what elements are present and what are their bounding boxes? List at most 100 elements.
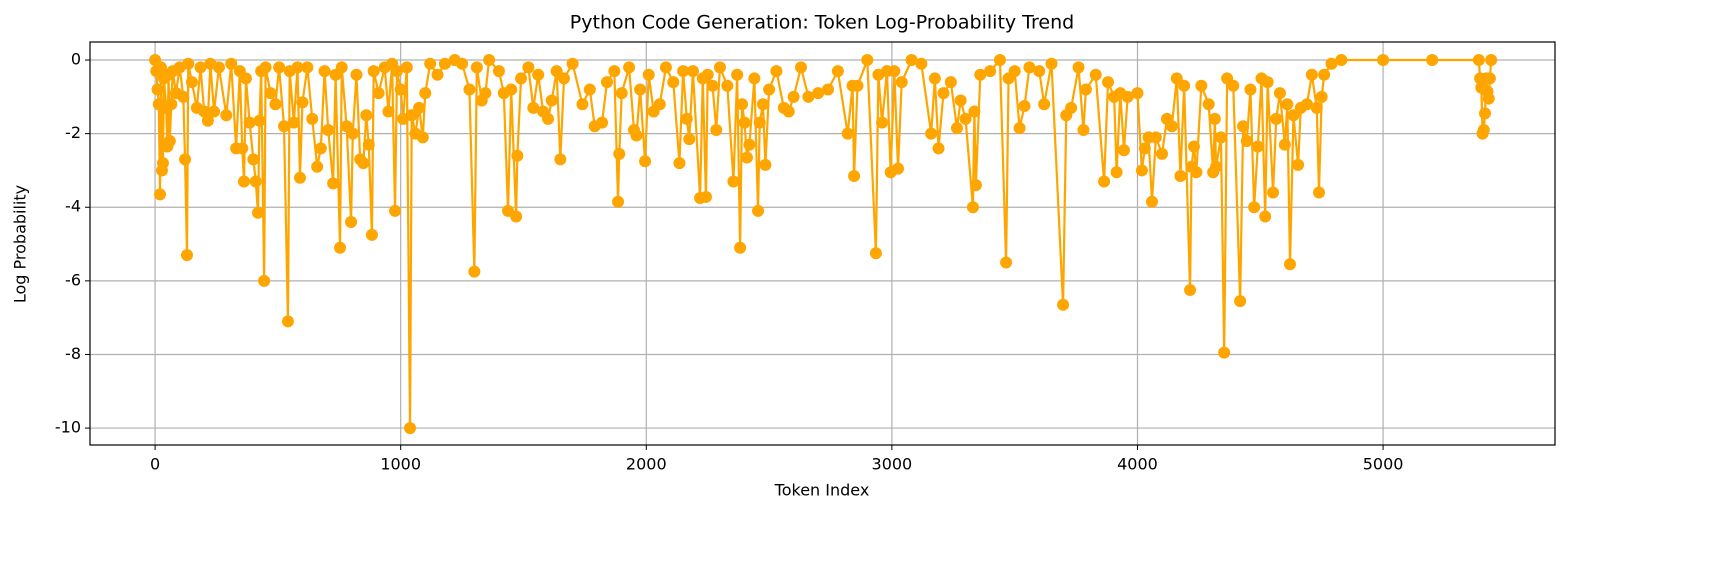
- point: [492, 65, 505, 78]
- point: [699, 190, 712, 203]
- point: [318, 65, 331, 78]
- point: [1190, 166, 1203, 179]
- point: [1305, 68, 1318, 81]
- point: [1145, 195, 1158, 208]
- point: [1098, 175, 1111, 188]
- point: [848, 169, 861, 182]
- point: [659, 61, 672, 74]
- point: [151, 83, 164, 96]
- x-tick-label: 5000: [1363, 455, 1404, 474]
- point: [1065, 101, 1078, 114]
- point: [1310, 101, 1323, 114]
- point: [390, 65, 403, 78]
- point: [1483, 72, 1496, 85]
- point: [237, 175, 250, 188]
- plot-frame: [89, 41, 1556, 446]
- point: [405, 109, 418, 122]
- point: [1278, 138, 1291, 151]
- point: [1214, 131, 1227, 144]
- x-tick-label: 0: [150, 455, 160, 474]
- point: [959, 112, 972, 125]
- point: [185, 76, 198, 89]
- point: [1210, 160, 1223, 173]
- point: [1325, 57, 1338, 70]
- point: [1312, 186, 1325, 199]
- point: [311, 160, 324, 173]
- point: [505, 83, 518, 96]
- point: [239, 72, 252, 85]
- point: [710, 123, 723, 136]
- point: [438, 57, 451, 70]
- point: [1131, 87, 1144, 100]
- point: [372, 87, 385, 100]
- point: [701, 68, 714, 81]
- point: [1018, 100, 1031, 113]
- point: [727, 175, 740, 188]
- point: [1300, 98, 1313, 111]
- point: [542, 112, 555, 125]
- point: [287, 116, 300, 129]
- point: [419, 87, 432, 100]
- point: [892, 162, 905, 175]
- point: [360, 109, 373, 122]
- point: [1273, 87, 1286, 100]
- point: [1248, 201, 1261, 214]
- point: [812, 87, 825, 100]
- point: [968, 105, 981, 118]
- point: [734, 241, 747, 254]
- point: [937, 87, 950, 100]
- point: [251, 206, 264, 219]
- point: [1149, 131, 1162, 144]
- point: [634, 83, 647, 96]
- point: [993, 54, 1006, 67]
- point: [1477, 123, 1490, 136]
- point: [463, 83, 476, 96]
- point: [795, 61, 808, 74]
- point: [743, 138, 756, 151]
- point: [1218, 346, 1231, 359]
- point: [208, 105, 221, 118]
- point: [731, 68, 744, 81]
- y-axis-label: Log Probability: [11, 185, 30, 303]
- point: [1038, 98, 1051, 111]
- point: [966, 201, 979, 214]
- point: [1178, 79, 1191, 92]
- point: [1287, 109, 1300, 122]
- point: [424, 57, 437, 70]
- point: [293, 171, 306, 184]
- point: [345, 215, 358, 228]
- point: [686, 65, 699, 78]
- point: [1077, 123, 1090, 136]
- point: [1270, 112, 1283, 125]
- point: [667, 76, 680, 89]
- point: [1426, 54, 1439, 67]
- point: [888, 65, 901, 78]
- point: [327, 177, 340, 190]
- point: [470, 61, 483, 74]
- point: [1482, 92, 1495, 105]
- point: [1000, 256, 1013, 269]
- point: [822, 83, 835, 96]
- point: [1008, 65, 1021, 78]
- point: [335, 61, 348, 74]
- point: [468, 265, 481, 278]
- point: [608, 65, 621, 78]
- point: [905, 54, 918, 67]
- point: [713, 61, 726, 74]
- point: [367, 65, 380, 78]
- x-tick-label: 1000: [380, 455, 421, 474]
- point: [554, 153, 567, 166]
- point: [291, 61, 304, 74]
- point: [1170, 72, 1183, 85]
- point: [1156, 147, 1169, 160]
- point: [154, 61, 167, 74]
- point: [413, 101, 426, 114]
- x-axis-label: Token Index: [774, 481, 870, 500]
- point: [220, 109, 233, 122]
- point: [382, 105, 395, 118]
- point: [706, 79, 719, 92]
- point: [1072, 61, 1085, 74]
- point: [756, 98, 769, 111]
- point: [861, 54, 874, 67]
- point: [404, 422, 417, 435]
